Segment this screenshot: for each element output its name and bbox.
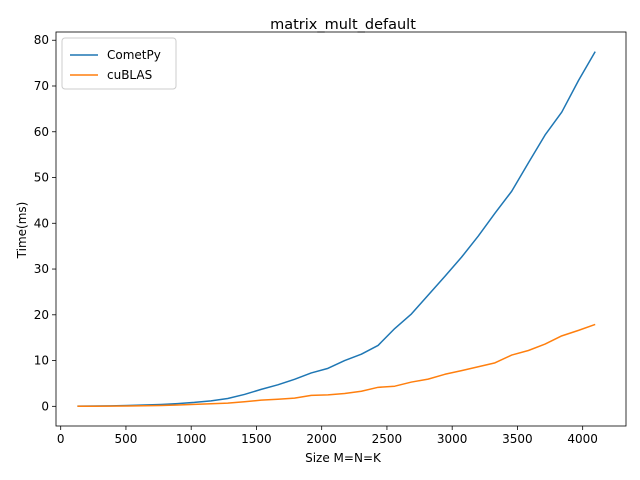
chart-title: matrix_mult_default	[270, 17, 416, 33]
y-tick-label: 80	[34, 33, 49, 47]
y-tick-label: 70	[34, 79, 49, 93]
y-tick-label: 30	[34, 262, 49, 276]
y-tick-label: 20	[34, 308, 49, 322]
y-tick-label: 60	[34, 125, 49, 139]
x-axis-label: Size M=N=K	[305, 451, 382, 465]
x-tick-label: 500	[114, 432, 137, 446]
x-tick-label: 4000	[567, 432, 598, 446]
x-tick-label: 3000	[437, 432, 468, 446]
axes-frame	[55, 31, 627, 427]
chart-legend: CometPy cuBLAS	[61, 37, 177, 90]
x-tick-label: 1500	[241, 432, 272, 446]
y-tick-label: 10	[34, 354, 49, 368]
plot-area: 0 500 1000 1500 2000 2500 3000 3500 4000 0 10 20 30 4…	[34, 31, 627, 446]
legend-box	[61, 37, 177, 90]
legend-label-cometpy: CometPy	[107, 48, 161, 62]
x-tick-label: 3500	[502, 432, 533, 446]
y-tick-label: 40	[34, 216, 49, 230]
x-tick-label: 2500	[372, 432, 403, 446]
x-tick-label: 2000	[306, 432, 337, 446]
series-line-cublas	[77, 323, 596, 407]
y-axis-label: Time(ms)	[15, 202, 29, 260]
x-tick-label: 1000	[176, 432, 207, 446]
legend-label-cublas: cuBLAS	[107, 68, 152, 82]
y-tick-label: 0	[41, 399, 49, 413]
x-tick-label: 0	[57, 432, 65, 446]
y-tick-label: 50	[34, 171, 49, 185]
series-line-cometpy	[77, 51, 596, 407]
